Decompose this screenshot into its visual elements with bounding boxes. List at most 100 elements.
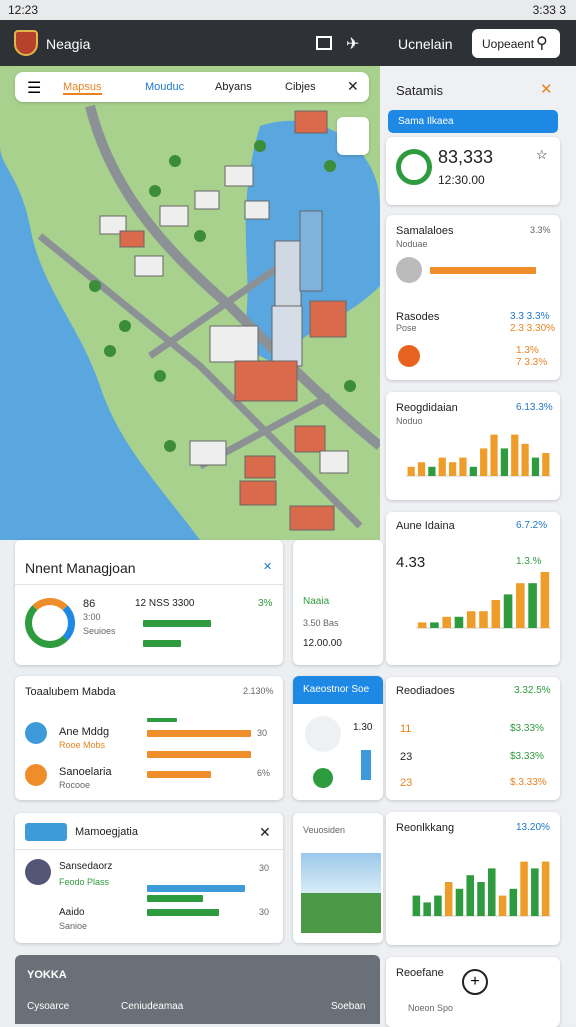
card-title: Kaeostnor Soe [303, 684, 370, 695]
layers-button[interactable] [316, 36, 332, 50]
time: 12:23 [8, 3, 39, 17]
card-sub: Noduo [396, 416, 423, 426]
avatar [25, 859, 51, 885]
search-button[interactable]: Uopeaent ⚲ [472, 29, 560, 58]
bar [540, 572, 550, 628]
tab-bar: ☰ Mapsus Mouduc Abyans Cibjes ✕ [15, 72, 369, 102]
bar [444, 882, 453, 916]
panel-title: Satamis [396, 83, 443, 98]
row-label: Rasodes [396, 311, 440, 323]
nav-logo: YOKKA [27, 969, 67, 981]
share-button[interactable]: ✈ [346, 36, 360, 53]
card-title: Nnent Managjoan [25, 560, 136, 576]
banner-text: Sama Ilkaea [398, 116, 454, 127]
menu-button[interactable]: ☰ [27, 80, 42, 97]
management-card: Nnent Managjoan ✕ 86 3:00 Seuioes 12 NSS… [15, 540, 283, 665]
card-title: Samalaloes [396, 225, 454, 237]
close-button[interactable]: ✕ [347, 78, 359, 94]
status-bar: 12:23 3:33 3 [0, 0, 576, 20]
bar-chart [416, 572, 551, 629]
divider [15, 849, 283, 850]
bar [531, 868, 539, 916]
nav-item[interactable]: Cysoarce [27, 1001, 70, 1012]
bar [541, 861, 550, 916]
card-rate: 13.20% [516, 822, 550, 833]
bar [454, 616, 464, 628]
row-sub: Rocooe [59, 780, 91, 790]
progress [143, 620, 211, 627]
nav-item[interactable]: Ceniudeamaa [121, 1001, 184, 1012]
buildings [99, 110, 349, 531]
close[interactable]: ✕ [259, 824, 271, 840]
card-rate: 6.7.2% [516, 520, 548, 531]
bar-chart [406, 434, 551, 477]
card-sub: Noeon Spo [408, 1003, 454, 1013]
card-title: Reonlkkang [396, 822, 455, 834]
card-value: 1.30 [353, 722, 373, 733]
tasks-card: Toaalubem Mabda 2.130% Ane Mddg Rooe Mob… [15, 676, 283, 800]
logo [14, 30, 38, 56]
row-sub: Rooe Mobs [59, 740, 106, 750]
avatar [396, 257, 422, 283]
progress [147, 751, 251, 758]
donut-value: 86 [83, 598, 96, 610]
bar [528, 583, 537, 628]
bottom-card: Reoefane Noeon Spo + [386, 957, 560, 1027]
card-value: 12.00.00 [303, 638, 342, 649]
bar [428, 466, 436, 476]
row-value: 6% [257, 768, 271, 778]
card-title: Veuosiden [303, 825, 346, 835]
bar [412, 895, 421, 916]
panel-header: Ucnelain [398, 36, 453, 52]
row-sub: Pose [396, 323, 417, 333]
tab[interactable]: Mapsus [63, 81, 102, 95]
row-label: Ane Mddg [59, 726, 110, 738]
row-label: 11 [400, 723, 412, 735]
row-value: 3% [258, 598, 273, 609]
tab[interactable]: Abyans [215, 81, 252, 93]
nav-item[interactable]: Soeban [331, 1001, 366, 1012]
summary-card: 83,333 12:30.00 ☆ [386, 137, 560, 205]
panel-close[interactable]: ✕ [540, 81, 553, 98]
bar [448, 462, 457, 476]
photo [301, 853, 381, 933]
bar [542, 453, 550, 476]
bar [455, 888, 464, 916]
locate-button[interactable] [337, 117, 369, 155]
progress [147, 718, 177, 722]
tab[interactable]: Cibjes [285, 81, 316, 93]
card-title: Reogdidaian [396, 402, 458, 414]
star[interactable]: ☆ [536, 147, 548, 162]
bar [521, 443, 529, 476]
row-label: Sanoelaria [59, 766, 112, 778]
row-value: 30 [259, 907, 270, 917]
card-title: Mamoegjatia [75, 826, 138, 838]
close[interactable]: ✕ [263, 561, 273, 573]
row-value: $3.33% [510, 751, 544, 762]
app-title: Neagia [46, 36, 91, 52]
bar [531, 457, 540, 476]
progress [147, 909, 219, 916]
bar-chart [411, 861, 551, 917]
bar [430, 622, 439, 628]
bar [434, 895, 442, 916]
tab[interactable]: Mouduc [145, 81, 185, 93]
card-rate: 2.130% [243, 686, 274, 696]
progress [143, 640, 181, 647]
row-value: $.3.33% [510, 777, 547, 788]
bar [491, 600, 501, 628]
road [85, 104, 380, 450]
row-value: 3.3 3.3% [510, 311, 550, 322]
bar [520, 861, 528, 916]
add-button[interactable]: + [462, 969, 488, 995]
donut-value: 3:00 [83, 612, 101, 622]
card-title: Reoefane [396, 967, 444, 979]
row-value: 7 3.3% [516, 357, 548, 368]
circle [305, 716, 341, 752]
bar [516, 583, 525, 628]
row-label: Sansedaorz [59, 861, 113, 872]
trees [89, 140, 356, 452]
progress [147, 771, 211, 778]
bar [417, 462, 426, 476]
